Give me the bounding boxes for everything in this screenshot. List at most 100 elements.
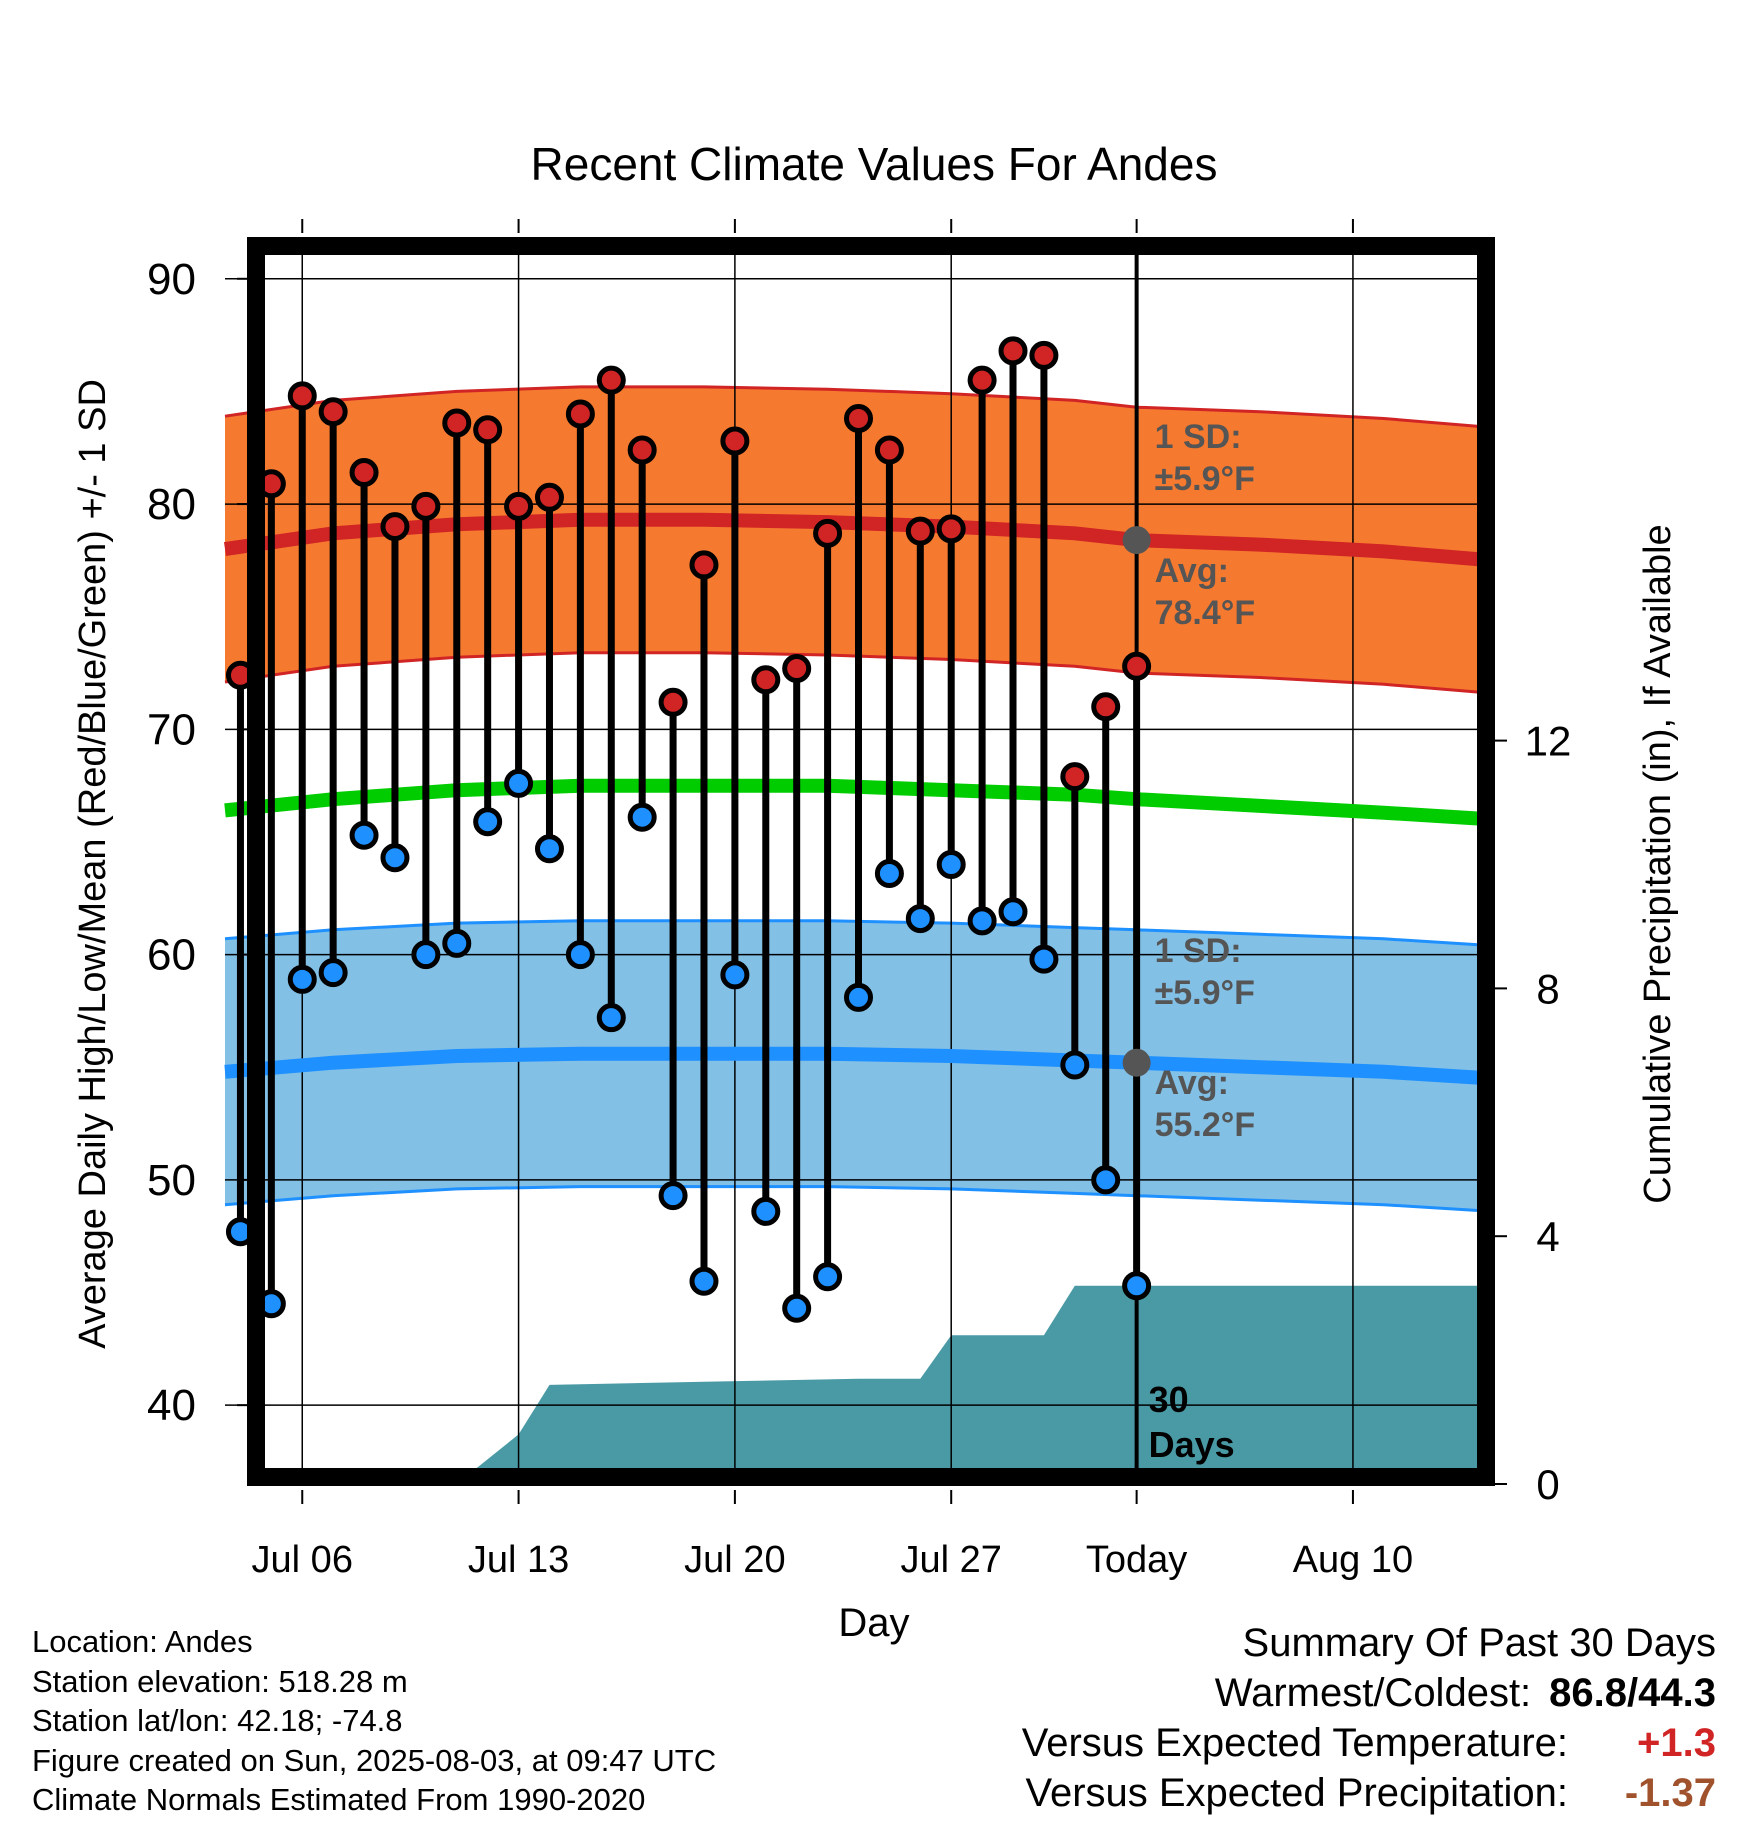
daily-high-point [504,491,534,521]
daily-low-point [689,1266,719,1296]
daily-low-point [349,820,379,850]
daily-high-point [442,408,472,438]
annotations: 1 SD: ±5.9°F Avg: 78.4°F 1 SD: ±5.9°F Avg: 55.2… [1122,418,1256,1465]
daily-high-point [720,426,750,456]
daily-high-point [905,516,935,546]
summary-panel: Summary Of Past 30 Days Warmest/Coldest:… [1022,1618,1716,1818]
y-tick-label: 70 [147,705,196,754]
y2-tick-label: 12 [1525,718,1572,765]
warmest-coldest-value: 86.8/44.3 [1549,1671,1716,1715]
precip-anomaly-row: Versus Expected Precipitation: -1.37 [1022,1768,1716,1818]
daily-low-point [813,1262,843,1292]
daily-low-point [473,807,503,837]
daily-high-point [411,491,441,521]
daily-low-point [720,960,750,990]
daily-low-point [442,928,472,958]
x-tick-label: Jul 20 [684,1539,785,1581]
y-tick-label: 80 [147,480,196,529]
daily-low-point [1091,1165,1121,1195]
avg-low-line [224,1046,1493,1086]
y-tick-label: 90 [147,255,196,304]
today-avg-low-marker [1122,1048,1151,1077]
y-tick-label: 40 [147,1381,196,1430]
period-label: 30 [1149,1379,1189,1420]
y-tick-label: 60 [147,931,196,980]
normals-text: Climate Normals Estimated From 1990-2020 [32,1782,646,1817]
daily-high-point [1091,692,1121,722]
daily-low-point [318,958,348,988]
low-sd-label: 1 SD: [1155,932,1242,970]
y-tick-label: 50 [147,1156,196,1205]
daily-high-point [782,654,812,684]
daily-high-point [1029,340,1059,370]
daily-high-point [287,381,317,411]
daily-high-point [349,458,379,488]
daily-high-point [565,399,595,429]
daily-low-point [627,802,657,832]
daily-high-point [813,518,843,548]
daily-low-point [658,1181,688,1211]
low-sd-band-lower-edge [224,1185,1493,1213]
y2-axis-label: Cumulative Precipitation (in), If Availa… [1637,524,1679,1203]
daily-low-point [936,850,966,879]
high-avg-label: 78.4°F [1155,594,1256,632]
daily-low-point [751,1196,781,1226]
daily-high-point [751,665,781,695]
high-avg-label: Avg: [1155,552,1229,590]
daily-low-point [998,897,1028,927]
warmest-coldest-label: Warmest/Coldest: [1214,1671,1532,1715]
precip-anomaly-label: Versus Expected Precipitation: [1025,1771,1568,1815]
daily-low-point [967,906,997,936]
daily-high-point [534,482,564,512]
y-axis-label: Average Daily High/Low/Mean (Red/Blue/Gr… [72,379,114,1349]
x-tick-label: Today [1086,1539,1187,1581]
low-sd-band [225,920,1492,1212]
plot-frame [247,237,1495,1486]
x-axis-label: Day [838,1601,909,1645]
created-text: Figure created on Sun, 2025-08-03, at 09… [32,1742,717,1778]
x-tick-label: Jul 13 [468,1539,569,1581]
x-tick-label: Aug 10 [1293,1539,1413,1581]
daily-high-point [473,415,503,445]
temp-anomaly-row: Versus Expected Temperature: +1.3 [1022,1718,1716,1768]
daily-high-point [689,550,719,580]
daily-low-point [596,1003,626,1033]
period-label: Days [1149,1424,1235,1465]
daily-low-point [874,859,904,889]
axes: 40 50 60 70 80 90 0 4 8 12 Jul 06 Jul 13 Jul 20 Jul 2… [147,219,1571,1581]
daily-low-point [1060,1050,1090,1080]
low-avg-label: 55.2°F [1155,1106,1256,1144]
daily-high-point [380,512,410,542]
high-sd-label: 1 SD: [1155,418,1242,456]
daily-low-point [905,904,935,934]
daily-high-point [627,435,657,465]
daily-high-point [658,687,688,717]
daily-high-point [874,435,904,465]
high-sd-label: ±5.9°F [1155,460,1255,498]
daily-high-point [1122,651,1152,681]
daily-high-point [936,514,966,544]
daily-high-point [318,397,348,427]
x-tick-label: Jul 27 [901,1539,1002,1581]
precip-cumulative-area [225,1285,1492,1484]
daily-low-point [844,982,873,1012]
precip-anomaly-value: -1.37 [1624,1771,1716,1815]
daily-high-point [1060,762,1090,792]
daily-high-point [596,365,626,395]
temp-anomaly-label: Versus Expected Temperature: [1021,1721,1568,1765]
daily-high-point [998,336,1028,366]
low-sd-band-upper-edge [224,919,1493,948]
y2-tick-label: 0 [1536,1461,1559,1508]
daily-low-point [411,940,441,970]
elevation-text: Station elevation: 518.28 m [32,1663,408,1699]
daily-values [225,336,1152,1323]
low-avg-label: Avg: [1155,1064,1229,1102]
daily-low-point [1122,1271,1152,1301]
y2-tick-label: 4 [1536,1213,1559,1260]
latlon-text: Station lat/lon: 42.18; -74.8 [32,1703,403,1738]
daily-low-point [1029,944,1059,974]
daily-low-point [782,1293,812,1323]
daily-high-point [967,365,997,395]
temp-anomaly-value: +1.3 [1637,1721,1716,1765]
